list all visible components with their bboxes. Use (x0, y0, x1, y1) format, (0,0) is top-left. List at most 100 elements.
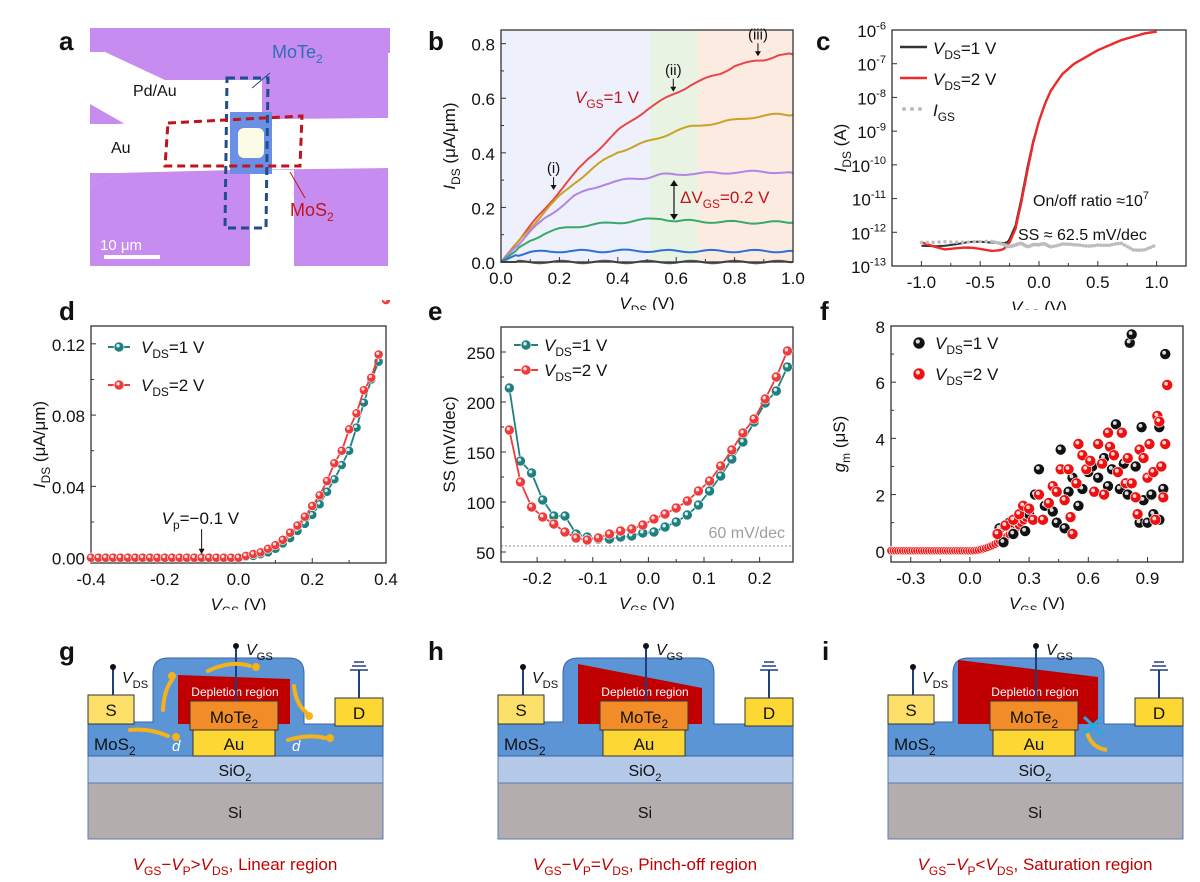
data-point-highlight (1065, 465, 1070, 470)
data-point-highlight (1061, 496, 1066, 501)
data-point-highlight (1095, 474, 1099, 479)
data-point-highlight (368, 374, 372, 379)
vds-label: VDS (122, 670, 148, 691)
data-point-highlight (528, 504, 533, 508)
data-point-highlight (740, 439, 744, 443)
y-tick-label: 0.12 (52, 336, 85, 355)
igs-dot (1128, 246, 1132, 251)
mote2-label: MoTe2 (210, 708, 259, 731)
data-point-highlight (1134, 510, 1139, 515)
panel-letter-e: e (428, 296, 443, 326)
data-point-highlight (191, 554, 195, 559)
sio2-layer (87, 755, 384, 784)
x-tick-label: 0.9 (1136, 569, 1160, 588)
series-line-1 (920, 30, 1157, 253)
data-point-highlight (1035, 465, 1040, 470)
data-point-highlight (331, 476, 336, 480)
drain-label: D (1153, 704, 1165, 723)
data-point-highlight (640, 530, 644, 534)
igs-dot (984, 239, 988, 244)
data-point-highlight (265, 545, 269, 550)
au-electrode (992, 729, 1076, 757)
data-point-highlight (1144, 474, 1149, 479)
data-point-highlight (1002, 522, 1007, 527)
data-point-highlight (751, 416, 755, 420)
x-tick-label: 0.4 (606, 269, 630, 288)
data-point-highlight (673, 519, 677, 523)
data-point-highlight (1114, 468, 1119, 473)
igs-dot (1063, 242, 1068, 246)
flow-arrow-head (326, 734, 334, 742)
data-point-highlight (1118, 429, 1123, 434)
x-tick-label: 0.0 (637, 569, 661, 588)
y-tick-label: 0.08 (52, 407, 85, 426)
data-point-highlight (996, 524, 1001, 529)
y-tick-label: 10-12 (851, 223, 886, 244)
igs-dot (1057, 243, 1062, 247)
x-tick-label: 0.6 (1076, 569, 1100, 588)
igs-dot (1140, 248, 1144, 252)
data-point-highlight (324, 478, 328, 482)
data-point-highlight (651, 529, 655, 533)
data-point-highlight (1150, 468, 1155, 473)
blocked-flow-arrow (1085, 732, 1108, 752)
panel-letter-d: d (59, 296, 75, 326)
igs-dot (990, 239, 994, 244)
legend-label-0: VDS=1 V (933, 39, 997, 62)
igs-dot (978, 239, 982, 244)
data-point-highlight (1010, 530, 1015, 535)
vgs-label: VGS (656, 642, 683, 663)
marker-i: (i) (547, 160, 560, 177)
caption: VGS−VP<VDS, Saturation region (918, 855, 1153, 878)
x-tick-label: 0.1 (692, 569, 716, 588)
mote2-label: MoTe2 (1010, 708, 1059, 731)
au-label: Au (634, 735, 655, 754)
label-mote2: MoTe2 (272, 42, 323, 66)
igs-dot (1081, 243, 1085, 248)
sio2-layer (887, 755, 1184, 784)
panel-letter-h: h (428, 636, 444, 666)
panel-letter-c: c (816, 26, 831, 56)
y-tick-label: 0.00 (52, 550, 85, 569)
vgs-terminal (233, 643, 239, 649)
y-axis-label: IDS (μA/μm) (30, 401, 53, 488)
vp-arrow-head (198, 548, 205, 555)
data-point-highlight (506, 427, 511, 431)
series-line-0 (500, 52, 794, 263)
data-point-highlight (1000, 539, 1005, 543)
data-point-highlight (784, 364, 789, 368)
data-point-highlight (762, 396, 766, 400)
igs-dot (1066, 242, 1071, 246)
legend-dot (910, 107, 914, 111)
data-point-highlight (1087, 457, 1092, 462)
vds-terminal (910, 664, 916, 670)
data-point-highlight (1069, 474, 1074, 479)
x-tick-label: -0.3 (896, 569, 925, 588)
legend-label-0: VDS=1 V (544, 336, 608, 359)
data-point-highlight (706, 488, 711, 492)
legend-marker-highlight (116, 344, 120, 348)
data-point-highlight (1065, 488, 1070, 493)
data-point-highlight (1053, 488, 1058, 493)
igs-dot (925, 240, 930, 245)
data-point-highlight (517, 479, 522, 483)
chart-c-transfer-curves: -1.0 -0.5 0.0 0.5 1.0 10-6 10-7 10-8 10-9 10-10 10… (831, 20, 1187, 310)
data-point-highlight (695, 502, 700, 506)
x-tick-label: 0.0 (489, 269, 513, 288)
data-point-highlight (1128, 480, 1133, 484)
chart-f-transconductance: -0.3 0.0 0.3 0.6 0.9 0 2 4 6 8 VGS (V) gm (μS) VDS=1… (830, 318, 1184, 610)
data-point-highlight (88, 554, 92, 559)
x-tick-label: 0.3 (1017, 569, 1041, 588)
data-point-highlight (729, 447, 733, 451)
source-label: S (515, 701, 526, 720)
caption: VGS−VP>VDS, Linear region (133, 855, 338, 878)
data-point-highlight (169, 554, 173, 559)
data-point-highlight (132, 554, 136, 559)
chart-e-subthreshold-swing: 60 mV/dec -0.2 -0.1 0.0 0.1 0.2 50 100 150 200 250… (440, 326, 794, 610)
au-electrode (192, 729, 276, 757)
data-point-highlight (258, 549, 262, 553)
data-point-highlight (1124, 491, 1129, 496)
flow-arrow-head (168, 672, 176, 680)
igs-dot (1110, 242, 1115, 247)
data-point-highlight (706, 478, 711, 482)
